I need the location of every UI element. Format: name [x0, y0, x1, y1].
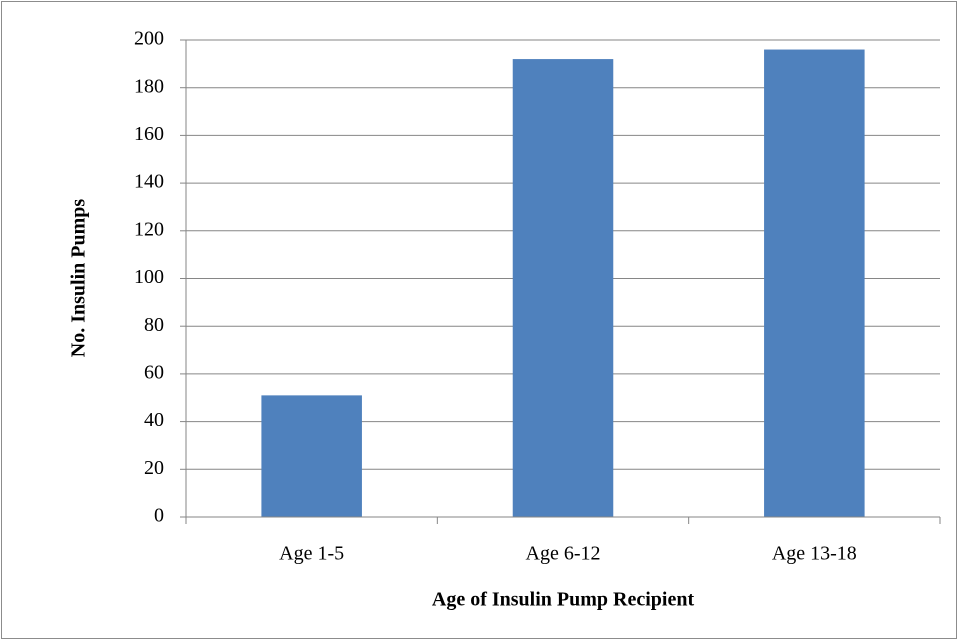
- y-tick-label: 20: [144, 457, 164, 479]
- y-tick-label: 180: [134, 75, 164, 97]
- y-tick-label: 0: [154, 505, 164, 527]
- x-tick-label: Age 1-5: [279, 543, 344, 565]
- y-tick-label: 100: [134, 266, 164, 288]
- y-tick-label: 160: [134, 123, 164, 145]
- x-tick-label: Age 6-12: [526, 543, 601, 565]
- y-tick-label: 140: [134, 171, 164, 193]
- y-tick-label: 80: [144, 314, 164, 336]
- y-tick-label: 120: [134, 218, 164, 240]
- y-tick-label: 40: [144, 409, 164, 431]
- bar: [261, 395, 362, 517]
- y-axis-title: No. Insulin Pumps: [68, 199, 90, 358]
- bar: [512, 59, 614, 517]
- x-tick-label: Age 13-18: [772, 543, 857, 565]
- bar: [764, 49, 865, 517]
- y-tick-label: 200: [134, 28, 164, 50]
- y-tick-label: 60: [144, 361, 164, 383]
- x-axis-title: Age of Insulin Pump Recipient: [432, 589, 695, 611]
